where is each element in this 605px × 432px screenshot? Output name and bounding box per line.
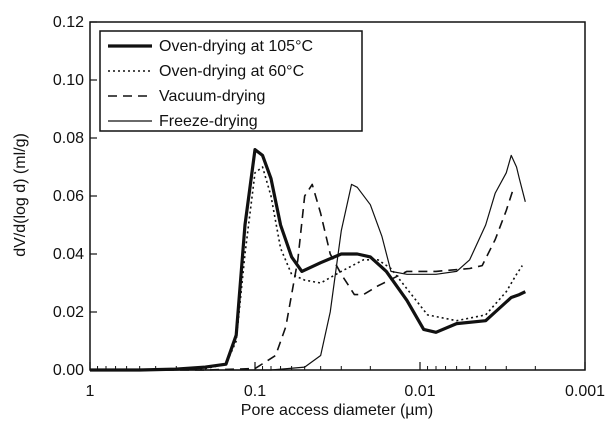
legend-label-3: Vacuum-drying (159, 88, 265, 105)
legend-label-1: Oven-drying at 105°C (159, 38, 313, 55)
y-axis-label: dV/d(log d) (ml/g) (12, 133, 29, 257)
axes: 0.00 0.02 0.04 0.06 0.08 0.10 0.12 1 0.1 0.01 0.00… (53, 14, 605, 400)
x-tick-label: 0.01 (404, 383, 435, 400)
y-tick-label: 0.04 (53, 246, 84, 263)
legend-box (99, 30, 363, 132)
series-line-2 (90, 166, 523, 371)
x-tick-label: 1 (86, 383, 95, 400)
x-tick-label: 0.1 (244, 383, 266, 400)
series-lines (90, 148, 527, 372)
y-tick-label: 0.10 (53, 72, 84, 89)
series-line-3 (90, 183, 515, 371)
series-line-4 (90, 154, 526, 371)
x-axis-label: Pore access diameter (µm) (241, 402, 433, 419)
legend-label-2: Oven-drying at 60°C (159, 63, 304, 80)
y-tick-label: 0.12 (53, 14, 84, 31)
y-tick-label: 0.08 (53, 130, 84, 147)
y-tick-label: 0.06 (53, 188, 84, 205)
legend: Oven-drying at 105°C Oven-drying at 60°C V… (99, 30, 363, 132)
legend-label-4: Freeze-drying (159, 113, 258, 130)
y-tick-label: 0.00 (53, 362, 84, 379)
x-tick-label: 0.001 (565, 383, 605, 400)
series-line-1 (90, 148, 527, 372)
y-tick-label: 0.02 (53, 304, 84, 321)
